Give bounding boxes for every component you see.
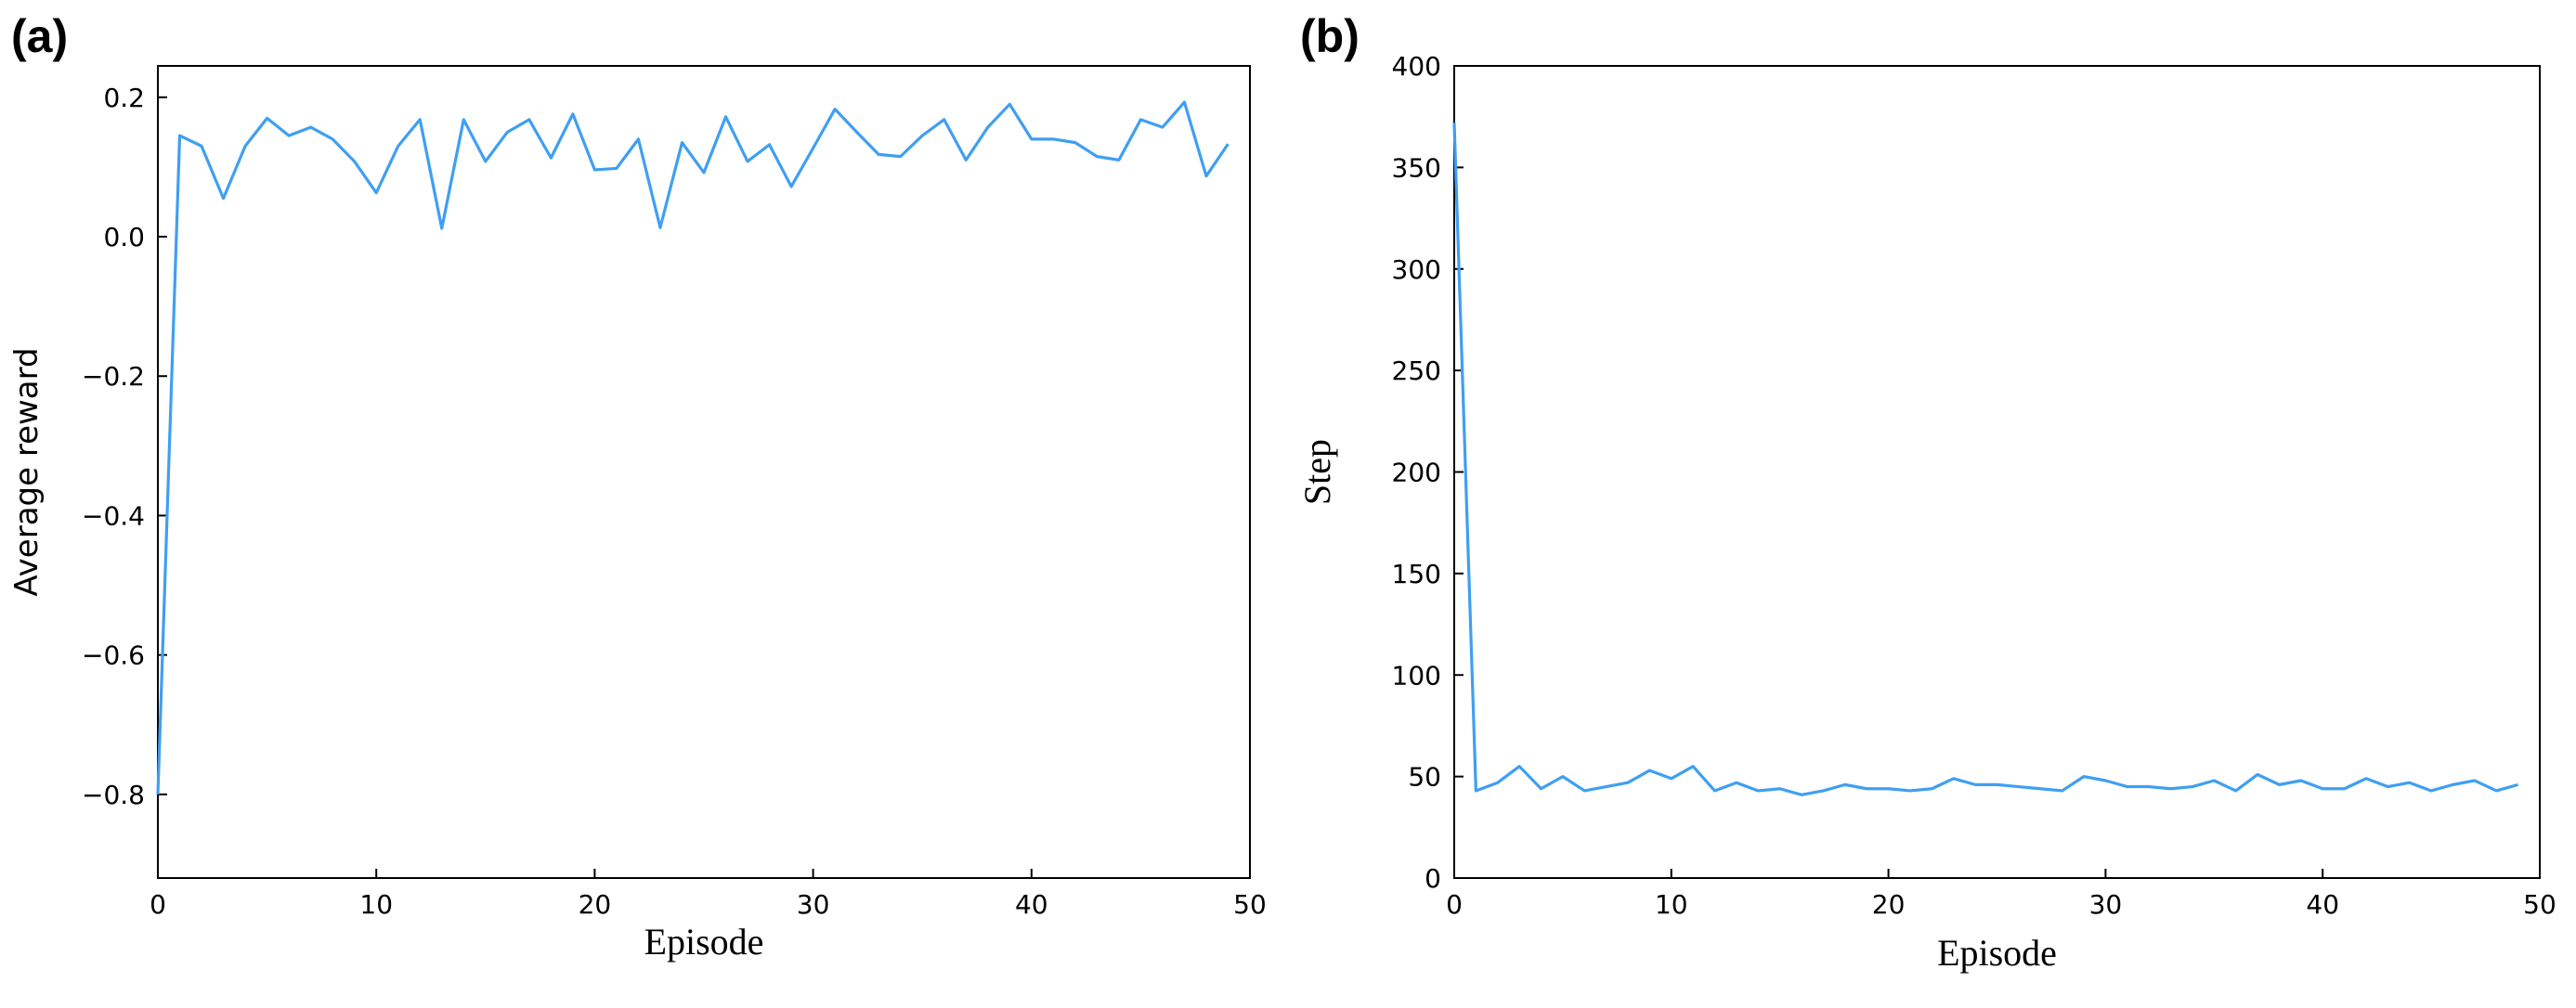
x-axis-label: Episode (644, 921, 764, 963)
x-tick-label: 40 (2306, 889, 2339, 920)
x-tick-label: 20 (579, 889, 612, 920)
y-tick-label: −0.2 (82, 361, 145, 392)
data-line (1452, 123, 2519, 796)
y-tick-label: 0 (1425, 863, 1441, 894)
y-tick-label: −0.6 (82, 640, 145, 671)
y-tick-label: −0.4 (82, 500, 145, 531)
y-tick-label: 200 (1392, 458, 1441, 488)
data-line (156, 100, 1229, 795)
y-axis-label: Step (1296, 439, 1338, 505)
y-tick-label: 0.2 (103, 83, 145, 113)
y-tick-label: 400 (1392, 51, 1441, 82)
x-tick-label: 0 (150, 889, 166, 920)
panel-label: (b) (1300, 10, 1360, 62)
y-axis-label: Average reward (8, 347, 46, 596)
y-tick-label: 0.0 (103, 222, 145, 252)
x-tick-label: 20 (1872, 889, 1906, 920)
y-tick-label: 350 (1392, 152, 1441, 183)
x-tick-label: 40 (1015, 889, 1048, 920)
plot-frame (1453, 65, 2541, 879)
x-tick-label: 30 (2089, 889, 2123, 920)
x-axis-label: Episode (1937, 932, 2057, 974)
plot-frame (157, 65, 1251, 879)
x-tick-label: 0 (1446, 889, 1463, 920)
x-tick-label: 30 (797, 889, 830, 920)
y-tick-label: 300 (1392, 254, 1441, 285)
y-tick-label: 150 (1392, 559, 1441, 589)
x-tick-label: 50 (2523, 889, 2556, 920)
y-tick-label: 250 (1392, 355, 1441, 386)
x-tick-label: 10 (1655, 889, 1688, 920)
y-tick-label: −0.8 (82, 780, 145, 810)
x-tick-label: 10 (359, 889, 393, 920)
panel-label: (a) (11, 10, 68, 62)
x-tick-label: 50 (1233, 889, 1267, 920)
y-tick-label: 50 (1408, 762, 1441, 793)
y-tick-label: 100 (1392, 660, 1441, 691)
